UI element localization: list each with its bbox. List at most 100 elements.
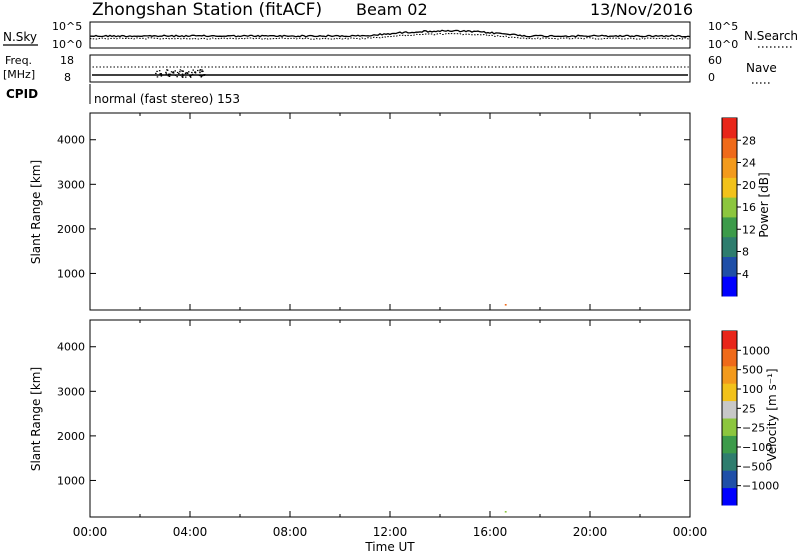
nave-label: Nave bbox=[746, 61, 777, 75]
power-colorbar-swatch bbox=[722, 256, 737, 277]
power-panel-frame bbox=[89, 112, 691, 311]
nave-scatter-point bbox=[190, 76, 192, 78]
velocity-ytick-label: 3000 bbox=[57, 385, 85, 398]
nave-scatter-point bbox=[203, 74, 205, 76]
nave-scatter-point bbox=[172, 71, 175, 73]
nave-scatter-point bbox=[180, 74, 182, 76]
nave-scatter-point bbox=[172, 72, 175, 74]
time-tick-label: 04:00 bbox=[173, 525, 208, 539]
time-tick-label: 12:00 bbox=[373, 525, 408, 539]
power-colorbar-swatch bbox=[722, 157, 737, 178]
nave-scatter-point bbox=[179, 71, 181, 73]
nave-scatter-point bbox=[174, 74, 177, 76]
noise-right-label: N.Search bbox=[744, 29, 798, 43]
nave-scatter-point bbox=[176, 76, 178, 78]
time-axis-ticks: 00:00 04:00 08:00 12:00 16:00 20:00 00:00 bbox=[73, 525, 708, 539]
time-tick-label: 00:00 bbox=[73, 525, 108, 539]
echo-cell bbox=[504, 304, 507, 306]
freq-panel: Freq. [MHz] 18 8 60 0 Nave bbox=[3, 54, 777, 84]
power-colorbar-swatch bbox=[722, 177, 737, 198]
time-tick-label: 20:00 bbox=[573, 525, 608, 539]
time-tick-label: 08:00 bbox=[273, 525, 308, 539]
nave-scatter-point bbox=[198, 74, 201, 76]
power-ylabel: Slant Range [km] bbox=[29, 160, 43, 264]
nave-scatter-point bbox=[186, 72, 189, 74]
nave-scatter-point bbox=[181, 70, 183, 72]
nave-scatter-point bbox=[168, 73, 171, 75]
velocity-colorbar: 1000 500 100 25 −25 −100 −500 −1000 bbox=[722, 331, 779, 506]
nave-scatter-point bbox=[201, 75, 204, 77]
power-colorbar-tick-label: 4 bbox=[742, 268, 749, 281]
nave-scatter-point bbox=[155, 72, 157, 74]
velocity-colorbar-tick-label: −25 bbox=[742, 422, 765, 435]
nave-scatter-point bbox=[156, 76, 159, 78]
power-colorbar-tick-label: 24 bbox=[742, 157, 756, 170]
beam-label: Beam 02 bbox=[356, 0, 428, 19]
power-colorbar-swatch bbox=[722, 197, 737, 218]
time-tick-label: 16:00 bbox=[473, 525, 508, 539]
power-colorbar-tick-label: 20 bbox=[742, 179, 756, 192]
velocity-colorbar-swatch bbox=[722, 470, 737, 489]
velocity-ytick-label: 4000 bbox=[57, 341, 85, 354]
velocity-colorbar-tick-label: 500 bbox=[742, 364, 763, 377]
noise-left-tick-bottom: 10^0 bbox=[52, 38, 82, 51]
nave-scatter-point bbox=[158, 70, 161, 72]
nave-scatter-point bbox=[191, 71, 193, 74]
cpid-label: CPID bbox=[6, 87, 38, 101]
station-title: Zhongshan Station (fitACF) bbox=[92, 0, 322, 20]
noise-right-tick-top: 10^5 bbox=[708, 20, 738, 33]
nave-scatter-point bbox=[201, 70, 203, 73]
nave-scatter-point bbox=[189, 75, 192, 77]
nave-scatter-point bbox=[186, 72, 188, 74]
velocity-ytick-label: 1000 bbox=[57, 474, 85, 487]
nave-scatter-point bbox=[167, 73, 170, 75]
velocity-colorbar-swatch bbox=[722, 418, 737, 436]
noise-search-trace bbox=[89, 32, 691, 40]
power-colorbar-swatch bbox=[722, 118, 737, 139]
velocity-colorbar-swatch bbox=[722, 400, 737, 419]
velocity-colorbar-tick-label: −1000 bbox=[742, 480, 779, 493]
velocity-axis-ticks: 4000 3000 2000 1000 bbox=[57, 320, 691, 517]
power-colorbar-tick-label: 8 bbox=[742, 246, 749, 259]
power-colorbar-swatch bbox=[722, 137, 737, 159]
nave-scatter-point bbox=[165, 73, 167, 75]
velocity-colorbar-label: Velocity [m s⁻¹] bbox=[765, 368, 779, 461]
nave-scatter-point bbox=[191, 73, 194, 75]
power-panel: 4000 3000 2000 1000 Slant Range [km] 28 24 20… bbox=[29, 112, 771, 311]
nave-scatter-point bbox=[160, 73, 162, 75]
power-colorbar-tick-label: 12 bbox=[742, 223, 756, 236]
nave-scatter-cluster bbox=[155, 69, 206, 78]
nave-scatter-point bbox=[188, 71, 190, 73]
nave-scatter-point bbox=[168, 75, 171, 77]
nave-scatter-point bbox=[201, 69, 203, 71]
nave-scatter-point bbox=[194, 71, 197, 73]
nave-scatter-point bbox=[197, 69, 199, 72]
velocity-colorbar-tick-label: 1000 bbox=[742, 344, 770, 357]
nave-scatter-point bbox=[178, 73, 180, 75]
power-ytick-label: 3000 bbox=[57, 178, 85, 191]
nave-scatter-point bbox=[172, 72, 174, 74]
velocity-colorbar-swatch bbox=[722, 365, 737, 384]
nave-scatter-point bbox=[202, 70, 204, 72]
power-ytick-label: 1000 bbox=[57, 267, 85, 280]
freq-right-tick-bottom: 0 bbox=[708, 71, 715, 84]
noise-panel-frame bbox=[89, 21, 691, 49]
velocity-colorbar-swatch bbox=[722, 331, 737, 349]
nave-scatter-point bbox=[174, 70, 176, 72]
velocity-heatmap-cells bbox=[504, 511, 507, 513]
nave-scatter-point bbox=[169, 73, 172, 75]
nave-scatter-point bbox=[159, 73, 161, 75]
velocity-panel-frame bbox=[89, 319, 691, 518]
power-colorbar-label: Power [dB] bbox=[757, 172, 771, 237]
nave-scatter-point bbox=[194, 72, 197, 74]
nave-scatter-point bbox=[166, 69, 168, 71]
noise-left-tick-top: 10^5 bbox=[52, 20, 82, 33]
nave-scatter-point bbox=[182, 75, 184, 77]
nave-scatter-point bbox=[181, 73, 184, 75]
nave-scatter-point bbox=[182, 70, 184, 72]
echo-cell bbox=[504, 511, 507, 513]
noise-right-tick-bottom: 10^0 bbox=[708, 38, 738, 51]
power-colorbar-tick-label: 16 bbox=[742, 201, 756, 214]
nave-scatter-point bbox=[189, 75, 191, 77]
nave-scatter-point bbox=[160, 75, 163, 77]
